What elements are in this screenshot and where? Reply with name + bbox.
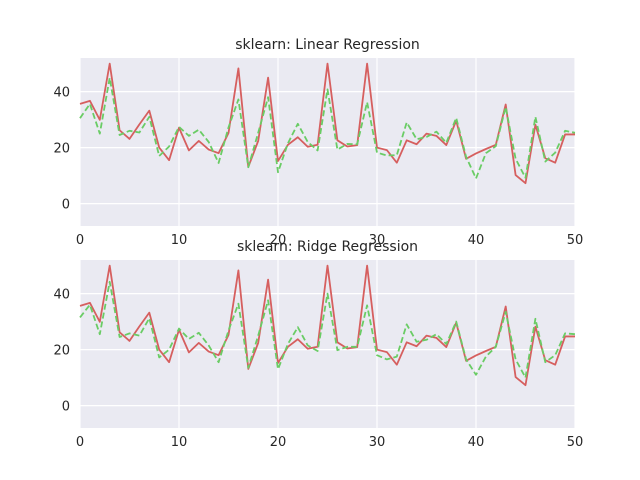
- y-tick-label: 0: [62, 400, 70, 415]
- series-line-dashed: [79, 76, 576, 180]
- tick-labels: 0 10 20 30 40 50 0 20 40: [53, 86, 583, 248]
- x-tick-label: 40: [468, 233, 485, 248]
- series-lines: [79, 62, 576, 185]
- x-tick-label: 0: [76, 435, 84, 450]
- x-tick-label: 30: [369, 435, 386, 450]
- x-tick-label: 10: [171, 233, 188, 248]
- x-tick-label: 10: [171, 435, 188, 450]
- chart-title: sklearn: Linear Regression: [235, 37, 420, 53]
- plot-area: [80, 260, 575, 428]
- x-tick-label: 30: [369, 233, 386, 248]
- tick-labels: 0 10 20 30 40 50 0 20 40: [53, 288, 583, 450]
- x-tick-label: 20: [270, 233, 287, 248]
- x-tick-label: 40: [468, 435, 485, 450]
- series-line-dashed: [79, 280, 576, 379]
- series-line-solid: [79, 264, 575, 387]
- x-tick-label: 20: [270, 435, 287, 450]
- y-tick-label: 0: [62, 198, 70, 213]
- x-tick-label: 50: [567, 435, 584, 450]
- y-tick-label: 20: [53, 142, 70, 157]
- chart-title: sklearn: Ridge Regression: [237, 239, 418, 255]
- x-tick-label: 0: [76, 233, 84, 248]
- plot-area: [80, 58, 575, 226]
- y-tick-label: 40: [53, 86, 70, 101]
- series-lines: [79, 264, 576, 387]
- y-tick-label: 40: [53, 288, 70, 303]
- chart-linear-regression: 0 10 20 30 40 50 0 20 40 sklearn: Linear Regress…: [53, 37, 583, 248]
- grid: [79, 260, 576, 428]
- x-tick-label: 50: [567, 233, 584, 248]
- chart-ridge-regression: 0 10 20 30 40 50 0 20 40 sklearn: Ridge Regressi…: [53, 239, 583, 450]
- y-tick-label: 20: [53, 344, 70, 359]
